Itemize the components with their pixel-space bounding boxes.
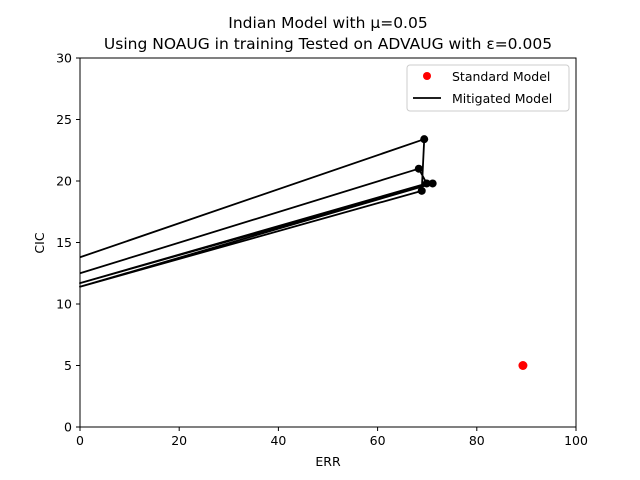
standard-model-point: [518, 361, 528, 370]
mitigated-model-point: [428, 179, 437, 188]
mitigated-model-point: [414, 164, 423, 173]
x-tick-label: 100: [564, 433, 588, 448]
legend: Standard Model Mitigated Model: [406, 64, 570, 112]
y-tick-label: 25: [56, 112, 72, 127]
plot-frame: [79, 57, 577, 428]
x-axis-label: ERR: [315, 454, 341, 469]
legend-box: [406, 64, 570, 112]
mitigated-model-point: [420, 135, 429, 144]
y-tick-label: 10: [56, 297, 72, 312]
y-tick-label: 15: [56, 235, 72, 250]
mitigated-model-point: [422, 179, 431, 188]
axis-ticks: 0 20 40 60 80 100 0 5 10 15 20 25 30: [56, 51, 588, 449]
chart-title-line1: Indian Model with μ=0.05: [228, 14, 427, 32]
x-tick-label: 0: [76, 433, 84, 448]
y-tick-label: 5: [64, 358, 72, 373]
legend-standard-marker: [423, 72, 431, 80]
y-axis-label: CIC: [32, 232, 47, 253]
y-tick-label: 20: [56, 174, 72, 189]
legend-mitigated-label: Mitigated Model: [452, 91, 552, 106]
x-tick-label: 60: [370, 433, 386, 448]
y-tick-label: 0: [64, 420, 72, 435]
plot-area: [79, 135, 528, 370]
mitigated-model-point: [417, 186, 426, 195]
y-tick-label: 30: [56, 51, 72, 66]
chart-title-line2: Using NOAUG in training Tested on ADVAUG…: [104, 35, 552, 53]
mitigated-model-line: [79, 138, 434, 288]
x-tick-label: 40: [270, 433, 286, 448]
legend-standard-label: Standard Model: [452, 69, 550, 84]
x-tick-label: 80: [469, 433, 485, 448]
x-tick-label: 20: [171, 433, 187, 448]
